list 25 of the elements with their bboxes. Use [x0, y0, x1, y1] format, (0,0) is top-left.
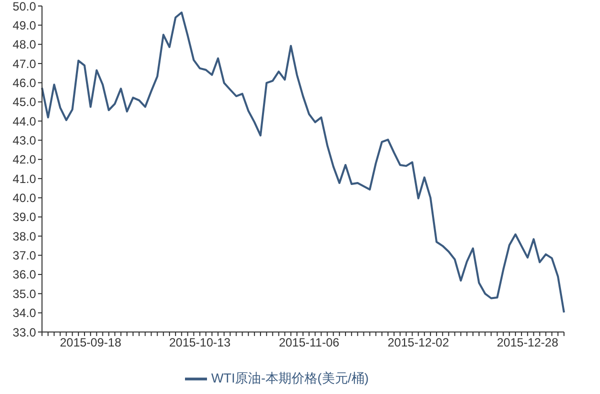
y-tick-label: 37.0 — [12, 248, 36, 263]
legend-label: WTI原油-本期价格(美元/桶) — [211, 370, 369, 386]
y-tick-label: 44.0 — [12, 114, 36, 128]
y-tick-label: 43.0 — [12, 133, 36, 148]
y-tick-label: 42.0 — [12, 152, 36, 167]
y-tick-label: 50.0 — [12, 0, 36, 14]
y-tick-label: 47.0 — [12, 56, 36, 71]
y-tick-label: 33.0 — [12, 325, 36, 340]
y-tick-label: 40.0 — [12, 191, 36, 206]
y-tick-label: 41.0 — [12, 172, 36, 186]
x-tick-label: 2015-10-13 — [169, 336, 231, 350]
line-series — [41, 12, 565, 314]
y-tick-label: 38.0 — [12, 229, 36, 244]
x-tick-label: 2015-12-28 — [496, 336, 559, 350]
x-tick-label: 2015-11-06 — [278, 336, 340, 350]
y-tick-label: 45.0 — [12, 95, 36, 110]
y-tick-label: 49.0 — [12, 18, 36, 32]
y-tick-label: 48.0 — [12, 38, 36, 52]
x-tick-label: 2015-12-02 — [388, 336, 450, 350]
y-tick-label: 39.0 — [12, 210, 36, 224]
y-tick-label: 35.0 — [12, 286, 36, 301]
x-tick-label: 2015-09-18 — [60, 336, 122, 350]
y-tick-label: 46.0 — [12, 76, 36, 90]
y-tick-label: 34.0 — [12, 306, 36, 320]
y-tick-label: 36.0 — [12, 268, 36, 282]
